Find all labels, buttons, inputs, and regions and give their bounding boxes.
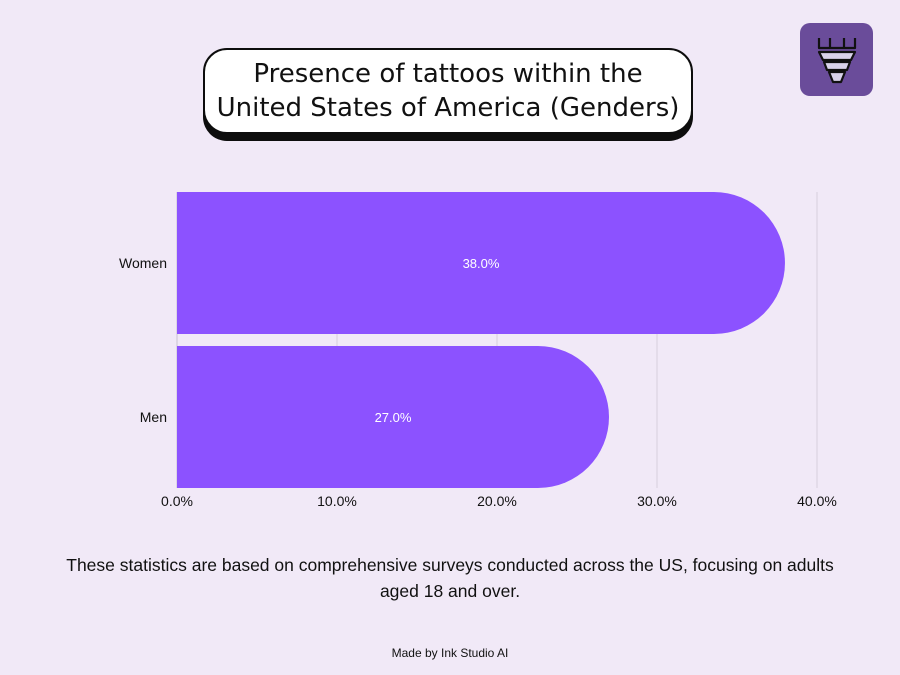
x-tick-label: 10.0% <box>317 493 357 509</box>
bar-chart: 38.0% Women 27.0% Men 0.0% 10.0% 20.0% 30.0% 40.… <box>119 192 837 509</box>
footer-credit: Made by Ink Studio AI <box>391 646 509 660</box>
chart-caption: These statistics are based on comprehens… <box>66 555 834 601</box>
bar-men <box>177 346 609 488</box>
data-label: 27.0% <box>375 410 412 425</box>
chart-title: Presence of tattoos within the United St… <box>203 48 693 134</box>
title-card: Presence of tattoos within the United St… <box>203 48 697 144</box>
logo-badge <box>800 23 873 96</box>
category-label: Women <box>119 255 167 271</box>
tattoo-machine-icon <box>817 37 856 83</box>
x-tick-label: 40.0% <box>797 493 837 509</box>
data-label: 38.0% <box>463 256 500 271</box>
x-tick-label: 20.0% <box>477 493 517 509</box>
x-tick-label: 0.0% <box>161 493 193 509</box>
category-label: Men <box>140 409 167 425</box>
x-tick-label: 30.0% <box>637 493 677 509</box>
bar-women <box>177 192 785 334</box>
